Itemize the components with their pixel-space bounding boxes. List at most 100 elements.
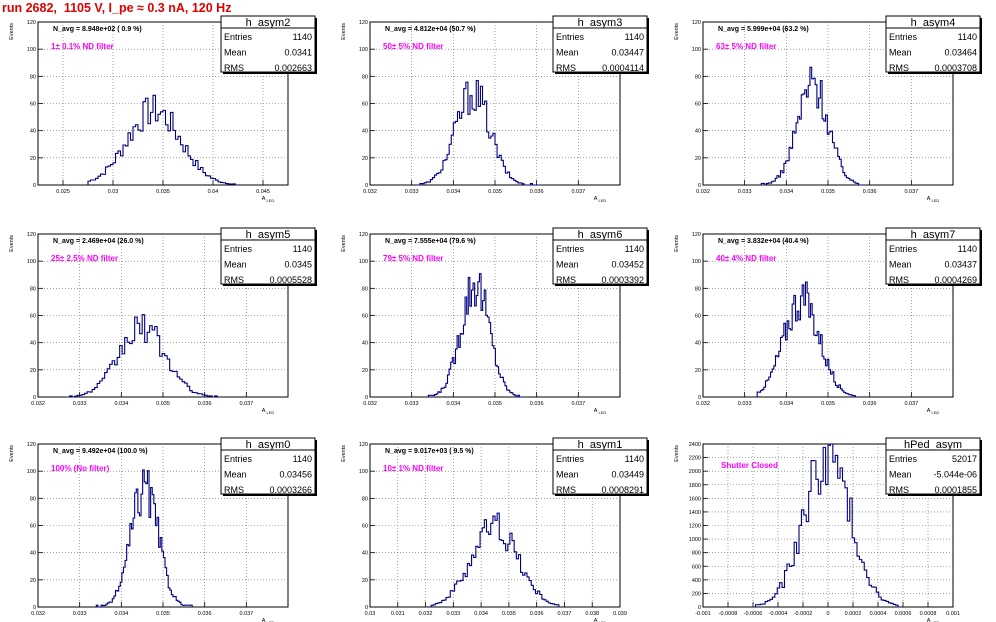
stats-box-frame [885,15,981,73]
x-tick-label: -0.001 [695,611,711,617]
x-tick-label: 0 [826,611,829,617]
x-tick-label: 0.033 [73,611,87,617]
x-tick-label: 0.036 [863,189,877,195]
y-axis-title: Events [341,235,347,252]
stats-box: h_asym5 Entries 1140 Mean 0.0345 RMS 0.0005528 [220,227,317,286]
y-tick-label: 20 [362,368,368,374]
x-tick-label: 0.037 [904,189,918,195]
x-tick-label: -0.0008 [719,611,738,617]
histogram-bins [756,281,858,398]
y-tick-label: 80 [30,496,36,502]
stats-value: 1140 [958,32,977,42]
histogram-name: h_asym4 [911,17,956,29]
y-tick-label: 40 [30,551,36,557]
histogram-panel-h_asym3: 0.032 0.033 0.034 0.035 0.036 0.037 0 20 40 60 80 1… [341,15,649,203]
stats-box-frame [220,15,316,73]
stats-box: h_asym6 Entries 1140 Mean 0.03452 RMS 0.000339… [552,227,649,286]
y-tick-label: 1000 [689,537,701,543]
stats-box-frame [552,437,648,495]
stats-box-frame [552,15,648,73]
filter-label: 10± 1% ND filter [383,464,443,473]
navg-label: N_avg = 4.812e+04 (50.7 %) [385,26,476,33]
x-tick-label: 0.034 [779,401,793,407]
navg-label: N_avg = 7.555e+04 (79.6 %) [385,238,476,245]
x-tick-label: 0.04 [208,189,219,195]
stats-label: RMS [889,485,909,495]
x-tick-label: 0.035 [821,401,835,407]
stats-value: 1140 [625,454,644,464]
histogram-name: h_asym6 [578,229,623,241]
x-tick-label: 0.037 [558,611,572,617]
y-tick-label: 100 [359,259,368,265]
stats-box: h_asym0 Entries 1140 Mean 0.03456 RMS 0.000326… [220,437,317,496]
stats-box: hPed_asym Entries 52017 Mean -5.044e-06 RMS 0.… [885,437,982,496]
y-tick-label: 100 [27,47,36,53]
y-axis-title: Events [9,445,15,462]
x-tick-label: 0.035 [488,401,502,407]
stats-label: Mean [556,48,579,58]
y-tick-label: 200 [692,591,701,597]
y-tick-label: 120 [359,442,368,448]
filter-label: 25± 2.5% ND filter [51,254,118,263]
x-tick-label: -0.0002 [794,611,813,617]
y-axis-title: Events [674,445,680,462]
histogram-bins [754,443,901,608]
y-tick-label: 0 [365,183,368,189]
stats-label: Entries [556,454,585,464]
stats-value: -5.044e-06 [933,470,977,480]
stats-value: 0.0004269 [934,275,977,285]
histogram-bins [95,469,193,608]
x-axis-title: A LED [927,196,940,203]
histogram-panel-hPed_asym: -0.001 -0.0008 -0.0006 -0.0004 -0.0002 0 0.000… [674,437,982,622]
y-tick-label: 400 [692,578,701,584]
filter-label: 63± 5% ND filter [716,42,776,51]
y-tick-label: 20 [362,578,368,584]
y-tick-label: 120 [692,20,701,26]
filter-label: Shutter Closed [721,461,778,470]
y-tick-label: 60 [695,102,701,108]
stats-box-frame [885,227,981,285]
stats-value: 0.03449 [611,470,644,480]
histogram-panel-h_asym5: 0.032 0.033 0.034 0.035 0.036 0.037 0 20 40 60 80 1… [9,227,317,415]
stats-value: 0.002663 [274,63,312,73]
x-axis-title: A LED [927,618,940,622]
histogram-bins [415,79,541,186]
x-tick-label: 0.033 [405,401,419,407]
stats-label: Entries [556,244,585,254]
navg-label: N_avg = 2.469e+04 (26.0 %) [53,238,144,245]
stats-label: Entries [224,244,253,254]
stats-label: Entries [889,244,918,254]
x-tick-label: 0.036 [530,189,544,195]
y-tick-label: 120 [692,232,701,238]
x-tick-label: 0.034 [446,189,460,195]
stats-label: Entries [224,454,253,464]
x-tick-label: 0.034 [114,611,128,617]
y-tick-label: 0 [365,395,368,401]
x-tick-label: 0.0004 [870,611,887,617]
x-tick-label: 0.032 [31,401,45,407]
stats-value: 0.0003708 [934,63,977,73]
x-tick-label: 0.034 [779,189,793,195]
y-tick-label: 20 [695,368,701,374]
histogram-bins [87,94,238,186]
y-tick-label: 1800 [689,483,701,489]
stats-value: 1140 [625,32,644,42]
stats-value: 1140 [625,244,644,254]
histogram-name: h_asym0 [246,439,291,451]
x-tick-label: 0.032 [696,401,710,407]
stats-value: 1140 [293,244,312,254]
x-tick-label: 0.037 [239,611,253,617]
stats-value: 0.03464 [944,48,977,58]
x-tick-label: 0.032 [363,189,377,195]
stats-box: h_asym2 Entries 1140 Mean 0.0341 RMS 0.002663 [220,15,317,74]
stats-label: Entries [889,454,918,464]
stats-label: Mean [224,260,247,270]
y-tick-label: 100 [359,469,368,475]
y-tick-label: 20 [30,368,36,374]
y-tick-label: 0 [698,605,701,611]
y-tick-label: 40 [30,129,36,135]
navg-label: N_avg = 3.832e+04 (40.4 %) [718,238,809,245]
x-tick-label: 0.034 [114,401,128,407]
y-tick-label: 60 [30,314,36,320]
stats-box-frame [885,437,981,495]
